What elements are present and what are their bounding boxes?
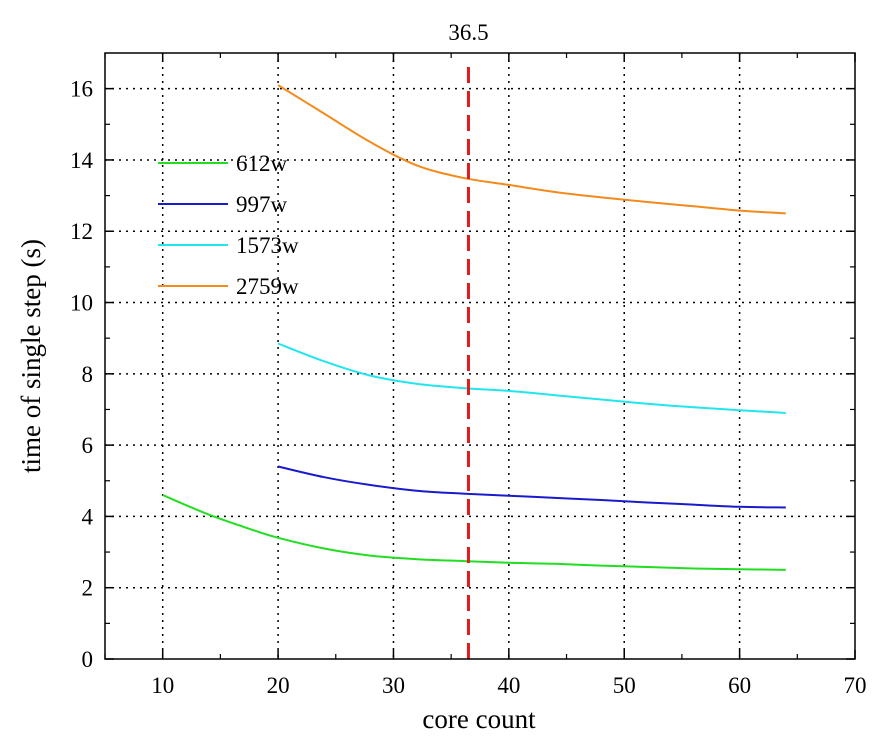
series-line-1573w — [277, 342, 786, 414]
y-tick-label: 14 — [70, 148, 94, 173]
legend-label-1573w: 1573w — [236, 233, 299, 258]
x-axis-title: core count — [422, 704, 536, 734]
y-tick-label: 4 — [82, 504, 94, 529]
y-tick-label: 2 — [82, 576, 94, 601]
y-tick-label: 16 — [70, 77, 93, 102]
x-tick-label: 10 — [151, 673, 174, 698]
series-line-997w — [277, 465, 786, 509]
legend-label-2759w: 2759w — [236, 274, 299, 299]
legend-label-997w: 997w — [236, 192, 288, 217]
x-tick-label: 60 — [728, 673, 751, 698]
legend: 612w 997w 1573w 2759w — [158, 151, 299, 299]
y-tick-label: 6 — [82, 433, 94, 458]
y-axis-title: time of single step (s) — [16, 239, 46, 473]
legend-label-612w: 612w — [236, 151, 288, 176]
grid-lines — [105, 53, 855, 659]
series-lines — [162, 84, 786, 571]
series-line-612w — [162, 494, 786, 571]
x-tick-label: 20 — [267, 673, 290, 698]
x-tick-label: 50 — [613, 673, 636, 698]
series-line-2759w — [277, 84, 786, 215]
y-tick-label: 10 — [70, 291, 93, 316]
y-tick-label: 8 — [82, 362, 94, 387]
axis-ticks: 10 20 30 40 50 60 70 0 2 4 6 8 10 12 14 16 — [70, 53, 867, 698]
x-tick-label: 30 — [382, 673, 405, 698]
reference-line-group: 36.5 — [448, 20, 489, 659]
y-tick-label: 0 — [82, 647, 94, 672]
reference-line-label: 36.5 — [448, 20, 488, 45]
x-tick-label: 40 — [497, 673, 520, 698]
y-tick-label: 12 — [70, 219, 93, 244]
plot-frame — [104, 52, 856, 660]
x-tick-label: 70 — [844, 673, 867, 698]
plot-background — [105, 53, 855, 659]
